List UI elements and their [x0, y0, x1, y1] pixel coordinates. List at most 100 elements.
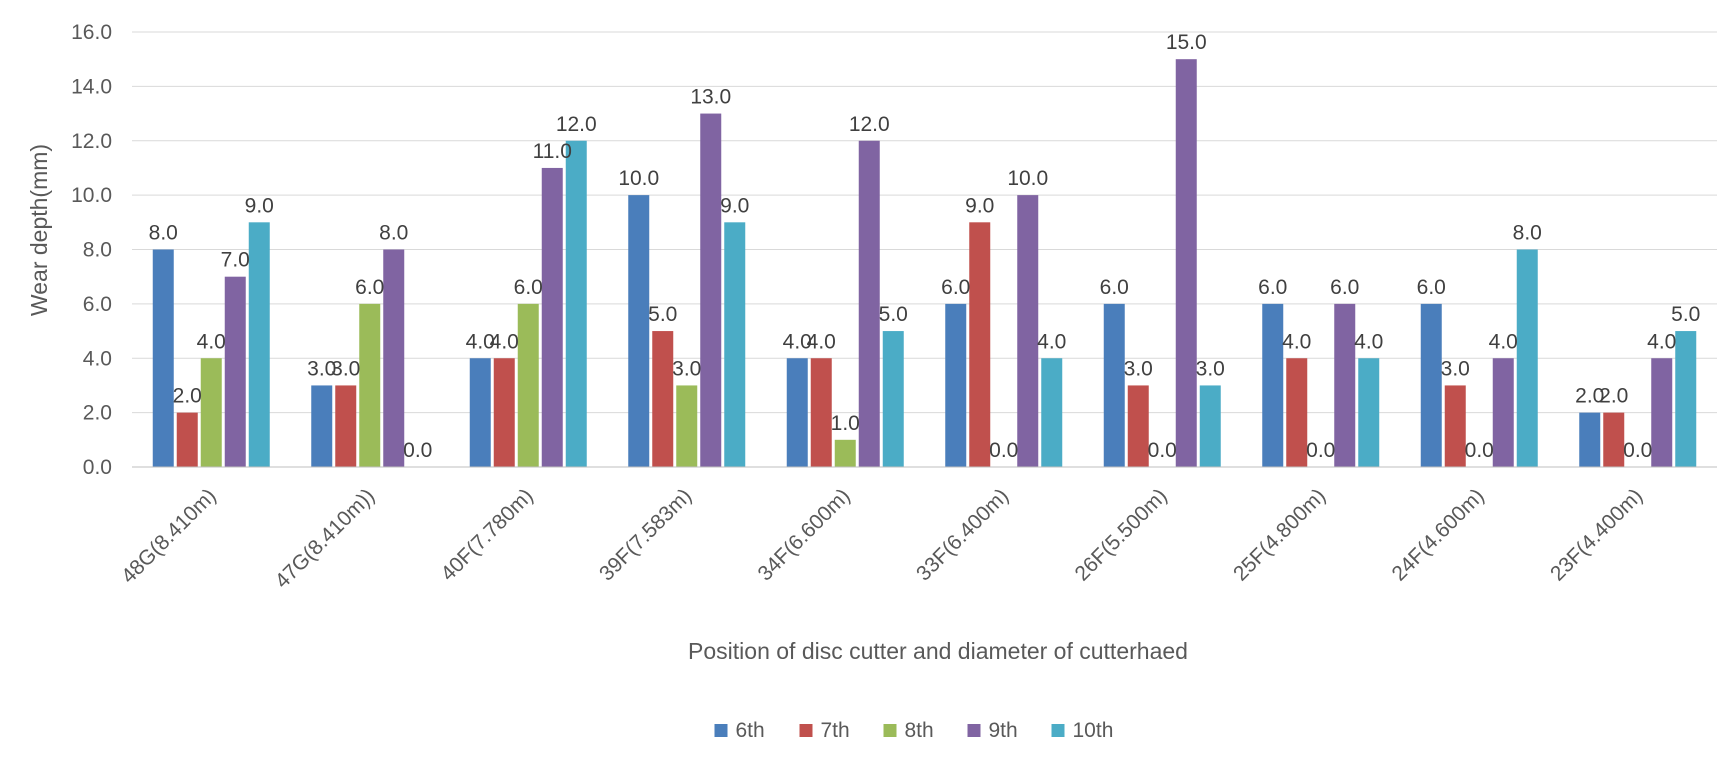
bar-9th-3 — [700, 113, 722, 467]
data-label: 12.0 — [849, 113, 890, 136]
bar-7th-1 — [335, 385, 357, 467]
legend-label-9th: 9th — [989, 719, 1018, 742]
data-label: 3.0 — [307, 357, 336, 380]
legend-label-10th: 10th — [1073, 719, 1114, 742]
bar-6th-1 — [311, 385, 333, 467]
data-label: 8.0 — [149, 222, 178, 245]
bar-10th-3 — [724, 222, 746, 467]
x-tick-label: 23F(4.400m) — [1546, 484, 1647, 585]
bar-9th-9 — [1651, 358, 1673, 467]
y-tick-label: 12.0 — [71, 130, 112, 153]
bar-7th-7 — [1286, 358, 1308, 467]
bar-7th-2 — [493, 358, 515, 467]
y-axis-title: Wear depth(mm) — [26, 144, 52, 316]
data-label: 13.0 — [690, 86, 731, 109]
bar-6th-7 — [1262, 303, 1284, 467]
data-label: 10.0 — [618, 167, 659, 190]
bar-10th-6 — [1199, 385, 1221, 467]
y-tick-label: 0.0 — [83, 456, 112, 479]
y-tick-label: 2.0 — [83, 402, 112, 425]
data-label: 6.0 — [514, 276, 543, 299]
x-tick-label: 47G(8.410m)) — [271, 484, 380, 593]
legend-swatch-10th — [1051, 724, 1065, 737]
data-label: 12.0 — [556, 113, 597, 136]
data-label: 3.0 — [1124, 357, 1153, 380]
y-tick-label: 10.0 — [71, 184, 112, 207]
bar-9th-1 — [383, 249, 405, 467]
bar-10th-4 — [882, 331, 904, 467]
bar-6th-8 — [1420, 303, 1442, 467]
bar-7th-8 — [1444, 385, 1466, 467]
data-label: 4.0 — [1037, 330, 1066, 353]
data-label: 5.0 — [1671, 303, 1700, 326]
bar-10th-9 — [1675, 331, 1697, 467]
bar-6th-0 — [152, 249, 174, 467]
data-label: 0.0 — [1306, 439, 1335, 462]
bar-10th-5 — [1041, 358, 1063, 467]
data-label: 6.0 — [1100, 276, 1129, 299]
data-label: 8.0 — [1513, 222, 1542, 245]
x-tick-label: 40F(7.780m) — [437, 484, 538, 585]
bar-9th-5 — [1017, 195, 1039, 467]
x-tick-label: 34F(6.600m) — [754, 484, 855, 585]
bar-9th-8 — [1492, 358, 1514, 467]
bar-6th-5 — [945, 303, 967, 467]
bar-8th-1 — [359, 303, 381, 467]
data-label: 3.0 — [331, 357, 360, 380]
data-label: 0.0 — [989, 439, 1018, 462]
data-label: 0.0 — [1623, 439, 1652, 462]
legend-swatch-6th — [714, 724, 728, 737]
data-label: 6.0 — [355, 276, 384, 299]
bar-6th-2 — [469, 358, 491, 467]
data-labels: 8.02.04.07.09.03.03.06.08.00.04.04.06.01… — [149, 31, 1701, 462]
bar-10th-2 — [565, 140, 587, 467]
x-tick-label: 33F(6.400m) — [912, 484, 1013, 585]
y-tick-label: 16.0 — [71, 21, 112, 44]
data-label: 4.0 — [1354, 330, 1383, 353]
data-label: 7.0 — [221, 249, 250, 272]
bar-7th-3 — [652, 331, 674, 467]
bar-6th-4 — [786, 358, 808, 467]
bar-7th-0 — [176, 412, 198, 467]
legend-label-8th: 8th — [905, 719, 934, 742]
data-label: 6.0 — [1417, 276, 1446, 299]
bar-9th-6 — [1175, 59, 1197, 467]
data-label: 9.0 — [245, 194, 274, 217]
x-tick-label: 26F(5.500m) — [1071, 484, 1172, 585]
bar-7th-4 — [810, 358, 832, 467]
data-label: 15.0 — [1166, 31, 1207, 54]
x-axis-title: Position of disc cutter and diameter of … — [688, 638, 1188, 664]
data-label: 6.0 — [1330, 276, 1359, 299]
bar-7th-9 — [1603, 412, 1625, 467]
data-label: 11.0 — [533, 140, 572, 163]
bar-8th-3 — [676, 385, 698, 467]
x-tick-label: 24F(4.600m) — [1388, 484, 1489, 585]
legend-label-7th: 7th — [821, 719, 850, 742]
y-tick-label: 6.0 — [83, 293, 112, 316]
data-label: 5.0 — [879, 303, 908, 326]
data-label: 4.0 — [807, 330, 836, 353]
data-label: 4.0 — [197, 330, 226, 353]
bar-8th-4 — [834, 439, 856, 467]
bar-10th-0 — [248, 222, 270, 467]
data-label: 4.0 — [1647, 330, 1676, 353]
legend-swatch-8th — [883, 724, 897, 737]
bar-7th-5 — [969, 222, 991, 467]
bar-8th-0 — [200, 358, 222, 467]
bar-9th-7 — [1334, 303, 1356, 467]
y-tick-label: 8.0 — [83, 239, 112, 262]
data-label: 6.0 — [1258, 276, 1287, 299]
data-label: 3.0 — [672, 357, 701, 380]
bars — [152, 59, 1697, 467]
data-label: 10.0 — [1007, 167, 1048, 190]
bar-9th-4 — [858, 140, 880, 467]
bar-9th-0 — [224, 276, 246, 467]
data-label: 2.0 — [173, 385, 202, 408]
bar-9th-2 — [541, 167, 563, 467]
data-label: 6.0 — [941, 276, 970, 299]
data-label: 9.0 — [720, 194, 749, 217]
data-label: 4.0 — [783, 330, 812, 353]
bar-7th-6 — [1127, 385, 1149, 467]
